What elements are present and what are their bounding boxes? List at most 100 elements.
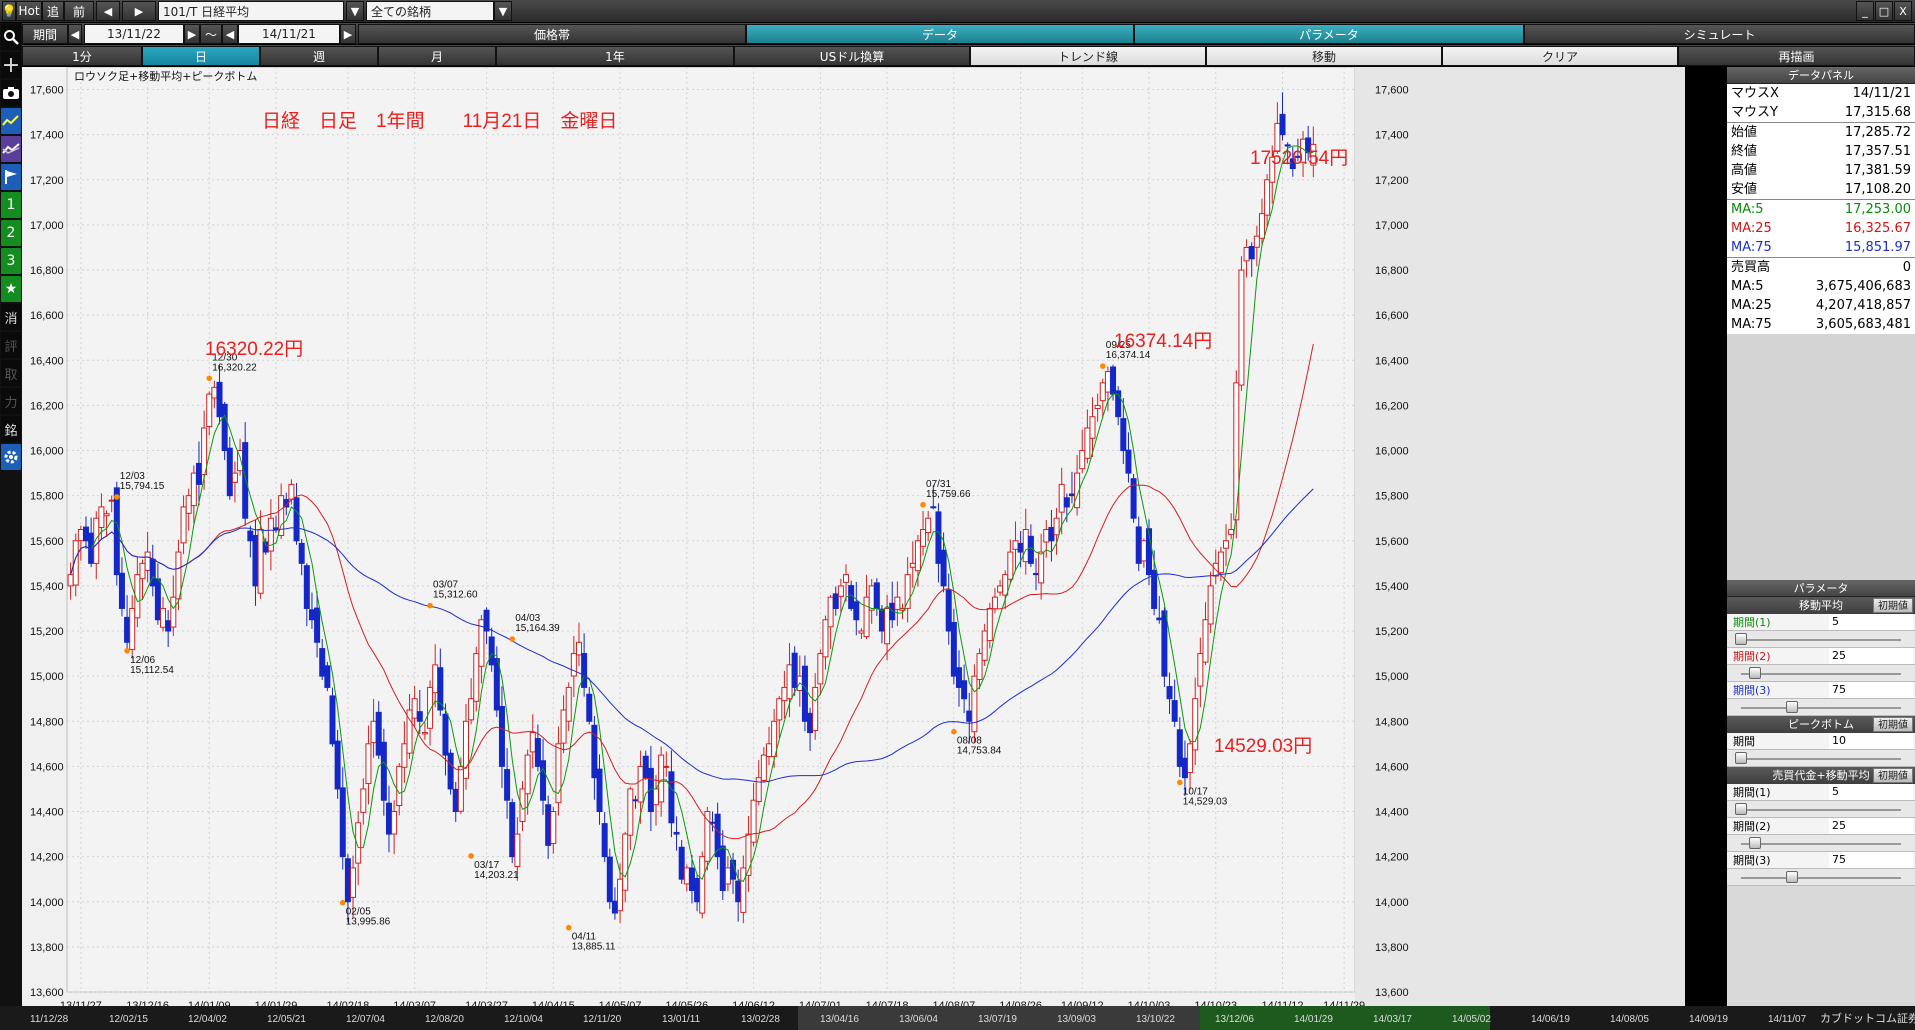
usd-convert-button[interactable]: USドル換算 (734, 46, 970, 66)
reset-button[interactable]: 初期値 (1873, 768, 1913, 783)
candle-body (1120, 418, 1127, 452)
bulb-icon[interactable]: 💡 (2, 1, 16, 21)
candle-body (278, 495, 285, 536)
candle-body (1135, 526, 1142, 564)
candle-body (509, 802, 516, 858)
hot-button[interactable]: Hot (16, 1, 42, 21)
tsui-button[interactable]: 追 (42, 1, 64, 21)
candlestick-chart[interactable]: 13,600 13,600 13,800 13,800 14,000 14,000 14,2… (22, 67, 1685, 1030)
power-button[interactable]: 力 (1, 388, 21, 414)
candle-body (380, 741, 387, 801)
period-next-icon[interactable]: ▶ (340, 24, 356, 44)
next-symbol-icon[interactable]: ▶ (122, 1, 156, 21)
reset-button[interactable]: 初期値 (1873, 598, 1913, 613)
candle-body (961, 680, 968, 700)
preset-2-button[interactable]: 2 (1, 220, 21, 246)
param-slider[interactable] (1727, 750, 1915, 767)
candle-body (231, 472, 238, 483)
slider-knob[interactable] (1786, 701, 1798, 713)
star-icon[interactable]: ★ (1, 276, 21, 302)
candle-body (694, 877, 701, 903)
tab-data[interactable]: データ (746, 24, 1134, 44)
timeframe-1year[interactable]: 1年 (496, 46, 734, 66)
timeframe-1min[interactable]: 1分 (22, 46, 142, 66)
y-tick-label-right: 15,600 (1375, 536, 1409, 548)
param-value-input[interactable]: 10 (1829, 733, 1913, 749)
preset-1-button[interactable]: 1 (1, 192, 21, 218)
slider-knob[interactable] (1735, 803, 1747, 815)
param-slider[interactable] (1727, 699, 1915, 716)
mae-button[interactable]: 前 (64, 1, 94, 21)
candle-body (699, 856, 706, 914)
camera-icon[interactable] (1, 80, 21, 106)
preset-3-button[interactable]: 3 (1, 248, 21, 274)
param-slider[interactable] (1727, 801, 1915, 818)
line-chart-icon[interactable] (1, 108, 21, 134)
redraw-button[interactable]: 再描画 (1678, 46, 1915, 66)
slider-knob[interactable] (1786, 871, 1798, 883)
reset-button[interactable]: 初期値 (1873, 717, 1913, 732)
price-callout: 16320.22円 (205, 339, 303, 360)
data-row: MA:75 15,851.97 (1727, 238, 1915, 258)
candle-body (1017, 542, 1024, 553)
tab-kakakutai[interactable]: 価格帯 (358, 24, 746, 44)
search-icon[interactable] (1, 24, 21, 50)
tab-simulate[interactable]: シミュレート (1524, 24, 1915, 44)
candle-body (483, 609, 490, 632)
slider-knob[interactable] (1748, 837, 1761, 849)
minimize-button[interactable]: _ (1856, 1, 1874, 21)
symbol-input[interactable]: 101/T 日経平均 (158, 1, 344, 21)
trade-button[interactable]: 取 (1, 360, 21, 386)
param-value-input[interactable]: 75 (1829, 852, 1913, 868)
chart-area[interactable]: 13,600 13,600 13,800 13,800 14,000 14,000 14,2… (22, 67, 1685, 1030)
param-slider[interactable] (1727, 631, 1915, 648)
period-from-next-icon[interactable]: ▶ (184, 24, 200, 44)
period-to-prev-icon[interactable]: ◀ (222, 24, 238, 44)
param-value-input[interactable]: 25 (1829, 648, 1913, 664)
period-prev-icon[interactable]: ◀ (68, 24, 82, 44)
param-slider[interactable] (1727, 665, 1915, 682)
peak-label: 15,112.54 (130, 665, 174, 676)
param-slider[interactable] (1727, 869, 1915, 886)
tab-parameter[interactable]: パラメータ (1134, 24, 1524, 44)
market-dropdown-icon[interactable]: ▼ (494, 1, 512, 21)
close-button[interactable]: X (1894, 1, 1912, 21)
slider-knob[interactable] (1748, 667, 1761, 679)
candle-body (1130, 478, 1137, 519)
param-value-input[interactable]: 5 (1829, 784, 1913, 800)
param-slider[interactable] (1727, 835, 1915, 852)
symbol-button[interactable]: 銘 (1, 416, 21, 442)
crosshair-icon[interactable]: + (1, 52, 21, 78)
data-label: 高値 (1731, 163, 1758, 178)
candle-body (416, 711, 423, 722)
market-select[interactable]: 全ての銘柄 (366, 1, 494, 21)
delete-button[interactable]: 消 (1, 304, 21, 330)
navigator-bar[interactable]: 11/12/28 12/02/15 12/04/02 12/05/21 12/07/04… (0, 1006, 1915, 1030)
period-from-input[interactable]: 13/11/22 (84, 24, 184, 44)
candle-body (190, 472, 197, 507)
candle-body (1310, 143, 1317, 166)
compare-chart-icon[interactable] (1, 136, 21, 162)
timeframe-week[interactable]: 週 (260, 46, 378, 66)
candle-body (663, 765, 670, 768)
param-value-input[interactable]: 75 (1829, 682, 1913, 698)
period-to-input[interactable]: 14/11/21 (238, 24, 340, 44)
clear-button[interactable]: クリア (1442, 46, 1678, 66)
data-panel-table: マウスX 14/11/21 マウスY 17,315.68 始値 17,285.72 終値 17… (1727, 84, 1915, 334)
param-value-input[interactable]: 25 (1829, 818, 1913, 834)
trend-line-button[interactable]: トレンド線 (970, 46, 1206, 66)
restore-button[interactable]: □ (1875, 1, 1893, 21)
flag-icon[interactable] (1, 164, 21, 190)
symbol-dropdown-icon[interactable]: ▼ (346, 1, 364, 21)
timeframe-month[interactable]: 月 (378, 46, 496, 66)
gear-icon[interactable] (1, 444, 21, 470)
timeframe-day[interactable]: 日 (142, 46, 260, 66)
y-tick-label-right: 16,600 (1375, 310, 1409, 322)
move-button[interactable]: 移動 (1206, 46, 1442, 66)
volume-section-head: 売買代金+移動平均 初期値 (1727, 767, 1915, 784)
slider-knob[interactable] (1735, 752, 1747, 764)
rating-button[interactable]: 評 (1, 332, 21, 358)
param-value-input[interactable]: 5 (1829, 614, 1913, 630)
prev-symbol-icon[interactable]: ◀ (96, 1, 120, 21)
slider-knob[interactable] (1735, 633, 1747, 645)
